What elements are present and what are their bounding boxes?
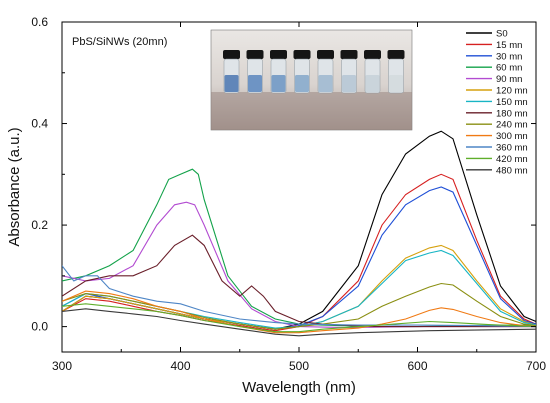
legend-label-10: 360 mn [496,143,528,154]
legend-label-1: 15 mn [496,40,522,51]
axes-layer: 300 400 500 600 700 0.0 0.2 0.4 0.6 [31,15,546,373]
legend-label-7: 180 mn [496,108,528,119]
series-line-7 [62,234,536,328]
vial-solution-6 [365,75,380,92]
legend-label-3: 60 mn [496,63,522,74]
series-line-0 [62,130,536,330]
vial-cap-3 [293,50,311,59]
vial-solution-1 [248,75,262,92]
series-line-3 [62,168,536,328]
series-layer [62,130,536,337]
vial-cap-6 [364,50,381,59]
y-tick-label-2: 0.4 [31,117,48,131]
series-line-9 [62,290,536,334]
y-axis-title: Absorbance (a.u.) [6,127,23,246]
series-line-6 [62,249,536,329]
vial-solution-0 [224,75,239,92]
vial-cap-1 [246,50,264,59]
y-tick-label-0: 0.0 [31,320,48,334]
legend-label-5: 120 mn [496,86,528,97]
vial-solution-2 [271,75,286,92]
x-tick-label-1: 400 [170,359,190,373]
vial-solution-7 [389,75,403,92]
chart-annotation: PbS/SiNWs (20mn) [72,36,167,48]
y-tick-label-1: 0.2 [31,218,48,232]
series-line-2 [62,186,536,330]
legend-label-4: 90 mn [496,74,522,85]
inset-photo [210,29,413,131]
legend-label-12: 480 mn [496,165,528,176]
vial-cap-5 [340,50,358,59]
x-tick-label-2: 500 [289,359,309,373]
vial-cap-2 [270,50,287,59]
vial-solution-5 [342,75,356,92]
vial-solution-4 [318,75,333,92]
series-line-10 [62,265,536,328]
x-axis-title: Wavelength (nm) [242,379,356,396]
legend-label-11: 420 mn [496,154,528,165]
series-line-11 [62,303,536,333]
y-tick-label-3: 0.6 [31,15,48,29]
x-tick-label-4: 700 [526,359,546,373]
x-tick-label-0: 300 [52,359,72,373]
legend-label-2: 30 mn [496,51,522,62]
legend-label-6: 150 mn [496,97,528,108]
series-line-12 [62,308,536,337]
legend-label-9: 300 mn [496,131,528,142]
vial-cap-7 [387,50,405,59]
vial-cap-4 [317,50,334,59]
inset-table [211,92,412,130]
vial-solution-3 [295,75,309,92]
legend-label-0: S0 [496,29,508,40]
series-line-1 [62,173,536,332]
legend-label-8: 240 mn [496,120,528,131]
series-line-4 [62,201,536,329]
vial-cap-0 [223,50,240,59]
x-tick-label-3: 600 [407,359,427,373]
series-line-5 [62,244,536,330]
